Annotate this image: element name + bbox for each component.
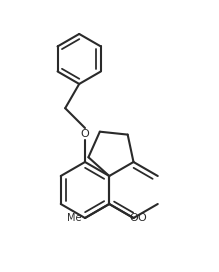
Text: Me: Me [67,213,81,223]
Text: O: O [129,213,138,223]
Text: O: O [81,129,89,139]
Text: O: O [137,213,146,223]
